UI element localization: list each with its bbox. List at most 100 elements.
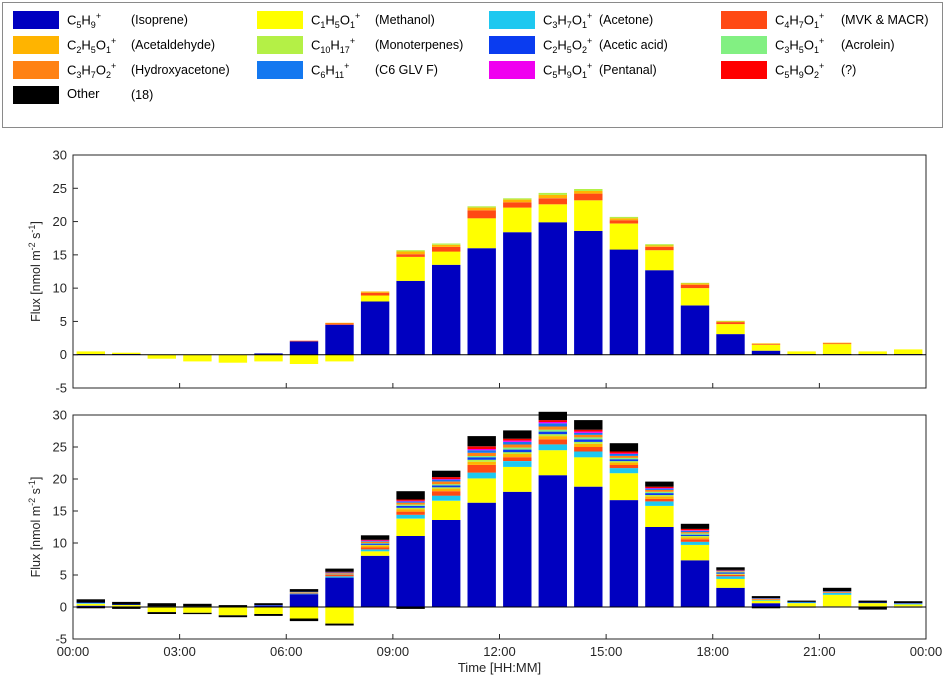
bar-segment-acetald bbox=[822, 342, 852, 344]
bar-segment-methanol bbox=[218, 354, 248, 363]
bar-segment-isoprene bbox=[254, 353, 283, 355]
bar-segment-mvk bbox=[538, 198, 567, 205]
legend-item-monoterp: C10H17+ (Monoterpenes) bbox=[257, 34, 477, 56]
bar-segment-acetic bbox=[360, 543, 390, 545]
legend-name: (18) bbox=[131, 88, 154, 102]
x-tick-label: 00:00 bbox=[910, 644, 943, 659]
bar-segment-acetic bbox=[112, 604, 141, 605]
bar-segment-methanol bbox=[787, 351, 816, 355]
bar-segment-other bbox=[147, 603, 176, 607]
bar-segment-monoterp bbox=[396, 250, 425, 252]
legend-formula: C2H5O1+ bbox=[67, 36, 117, 55]
bar-segment-methanol bbox=[360, 551, 390, 556]
bar-segment-acetald bbox=[538, 194, 567, 199]
bar-segment-methanol bbox=[112, 352, 141, 354]
bar-segment-methanol bbox=[822, 594, 852, 607]
bar-segment-pentanal bbox=[574, 431, 603, 433]
x-tick-label: 06:00 bbox=[270, 644, 303, 659]
legend-swatch bbox=[13, 36, 59, 54]
bar-segment-isoprene bbox=[609, 249, 639, 355]
bar-segment-acrolein bbox=[574, 437, 603, 440]
bar-segment-acrolein bbox=[716, 571, 745, 573]
chart-panel-1: -5 0 5 10 15 20 25 30 Flux [nmol m-2 s-1] bbox=[27, 148, 927, 396]
bar-segment-methanol bbox=[645, 250, 674, 271]
bar-segment-acetic bbox=[716, 572, 745, 574]
bar-segment-unknown bbox=[680, 528, 710, 531]
bar-segment-acetone bbox=[467, 472, 496, 479]
bar-segment-unknown bbox=[503, 438, 532, 441]
bar-segment-acetic bbox=[574, 439, 603, 442]
bar-segment-acetic bbox=[751, 598, 781, 599]
bar-segment-acetic bbox=[609, 459, 639, 462]
bar-segment-monoterp bbox=[396, 507, 425, 510]
bar-segment-isoprene bbox=[538, 222, 567, 355]
bar-segment-acetald bbox=[716, 574, 745, 575]
bar-segment-mvk bbox=[645, 246, 674, 251]
bar-segment-methanol bbox=[218, 607, 248, 616]
legend-swatch bbox=[721, 36, 767, 54]
bar-segment-acetone bbox=[716, 576, 745, 579]
bar-segment-glv bbox=[574, 432, 603, 435]
y-tick-label: 5 bbox=[60, 314, 67, 329]
bar-segment-isoprene bbox=[751, 350, 781, 355]
bar-segment-methanol bbox=[538, 204, 567, 223]
bar-segment-mvk bbox=[325, 575, 354, 577]
legend-swatch bbox=[13, 11, 59, 29]
bar-segment-mvk bbox=[822, 592, 852, 593]
legend-formula: C3H7O2+ bbox=[67, 61, 117, 80]
bar-segment-acrolein bbox=[609, 457, 639, 460]
bar-segment-mvk bbox=[467, 210, 496, 219]
y-tick-label: 15 bbox=[53, 504, 67, 519]
bar-segment-acetone bbox=[360, 549, 390, 552]
bar-segment-isoprene bbox=[467, 248, 496, 355]
bar-segment-acrolein bbox=[432, 484, 461, 486]
bar-segment-isoprene bbox=[574, 486, 603, 607]
bar-segment-methanol bbox=[574, 200, 603, 231]
bar-segment-hydroxyac bbox=[680, 532, 710, 534]
bar-segment-other bbox=[680, 523, 710, 529]
plot-area bbox=[72, 414, 927, 640]
legend-formula: C3H5O1+ bbox=[775, 36, 825, 55]
bar-segment-acetic bbox=[254, 605, 283, 606]
bar-segment-mvk bbox=[609, 464, 639, 469]
legend-name: (Methanol) bbox=[375, 13, 435, 27]
bar-segment-hydroxyac bbox=[325, 573, 354, 574]
bar-segment-acetic bbox=[680, 534, 710, 536]
bar-segment-unknown bbox=[360, 539, 390, 541]
bar-segment-methanol bbox=[325, 607, 354, 624]
bar-segment-monoterp bbox=[503, 198, 532, 200]
bar-segment-other bbox=[645, 481, 674, 487]
bar-segment-monoterp bbox=[432, 243, 461, 245]
legend-swatch bbox=[489, 36, 535, 54]
bar-segment-acrolein bbox=[538, 429, 567, 432]
bar-segment-acetone bbox=[396, 514, 425, 519]
bar-segment-other bbox=[147, 612, 176, 614]
bar-segment-methanol bbox=[503, 466, 532, 492]
bar-segment-mvk bbox=[396, 254, 425, 257]
bar-segment-acetic bbox=[76, 602, 105, 604]
bar-segment-monoterp bbox=[574, 189, 603, 191]
y-tick-label: 0 bbox=[60, 600, 67, 615]
bar-segment-other bbox=[787, 600, 816, 602]
bar-segment-hydroxyac bbox=[716, 571, 745, 572]
x-tick-label: 18:00 bbox=[696, 644, 729, 659]
bar-segment-pentanal bbox=[432, 479, 461, 480]
bar-segment-mvk bbox=[716, 575, 745, 577]
bar-segment-pentanal bbox=[645, 488, 674, 489]
bar-segment-monoterp bbox=[645, 495, 674, 497]
bar-segment-glv bbox=[645, 488, 674, 490]
bar-segment-other bbox=[218, 605, 248, 607]
legend-item-methanol: C1H5O1+ (Methanol) bbox=[257, 9, 477, 31]
bar-segment-acetone bbox=[787, 602, 816, 604]
bar-segment-glv bbox=[538, 423, 567, 427]
bar-segment-acetone bbox=[503, 461, 532, 467]
bar-segment-acetone bbox=[289, 593, 319, 595]
bar-segment-monoterp bbox=[716, 320, 745, 322]
legend-name: (Acetic acid) bbox=[599, 38, 668, 52]
bar-segment-methanol bbox=[716, 578, 745, 588]
legend-formula: C10H17+ bbox=[311, 36, 356, 55]
y-tick-label: 10 bbox=[53, 536, 67, 551]
bar-segment-acetone bbox=[822, 592, 852, 595]
bar-segment-other bbox=[325, 623, 354, 626]
bar-segment-acetone bbox=[894, 603, 923, 605]
